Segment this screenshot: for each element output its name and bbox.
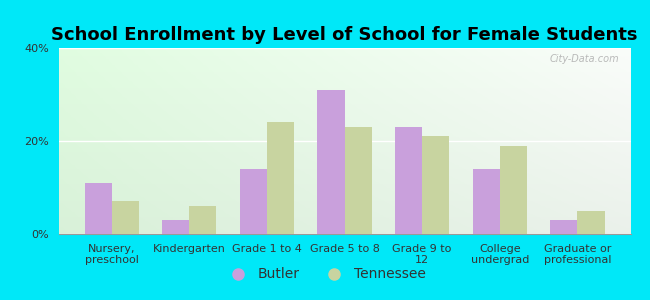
Bar — [473, 169, 500, 234]
Bar — [344, 127, 372, 234]
Bar — [189, 206, 216, 234]
Bar — [267, 122, 294, 234]
Bar — [317, 90, 344, 234]
Bar — [112, 202, 139, 234]
Title: School Enrollment by Level of School for Female Students: School Enrollment by Level of School for… — [51, 26, 638, 44]
Bar — [84, 183, 112, 234]
Bar — [395, 127, 422, 234]
Bar — [500, 146, 527, 234]
Bar — [162, 220, 189, 234]
Bar — [422, 136, 449, 234]
Bar — [240, 169, 267, 234]
Legend: Butler, Tennessee: Butler, Tennessee — [219, 262, 431, 287]
Text: City-Data.com: City-Data.com — [549, 54, 619, 64]
Bar — [550, 220, 577, 234]
Bar — [577, 211, 605, 234]
